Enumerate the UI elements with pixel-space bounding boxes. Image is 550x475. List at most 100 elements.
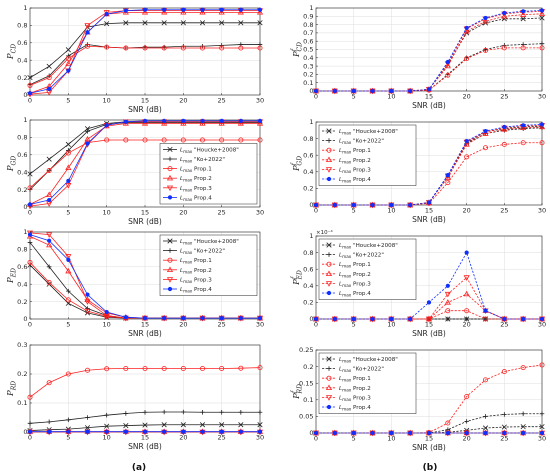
data-point — [66, 417, 71, 423]
data-point — [181, 429, 186, 434]
legend-entry: Lmax Prop.3 — [339, 395, 371, 402]
data-point — [464, 138, 469, 144]
series-6 — [27, 429, 263, 434]
data-point — [501, 141, 507, 147]
legend-entry: Lmax Prop.4 — [339, 405, 371, 412]
legend: Lmax "Houcke+2008" Lmax "Ko+2022" Lmax Pro… — [318, 124, 417, 186]
data-point — [464, 154, 470, 160]
data-point — [123, 119, 128, 124]
data-point — [65, 60, 72, 66]
data-point — [539, 424, 545, 430]
data-point — [66, 257, 71, 262]
data-point — [219, 316, 224, 321]
data-point — [482, 47, 488, 53]
data-point — [445, 308, 451, 314]
data-point — [502, 430, 507, 436]
x-tick-label: 20 — [179, 321, 187, 329]
y-tick-label: 0.4 — [303, 54, 313, 62]
data-point — [104, 137, 110, 143]
data-point — [482, 145, 488, 151]
data-point — [162, 316, 167, 321]
data-point — [408, 316, 413, 322]
x-tick-label: 25 — [218, 321, 226, 329]
legend-entry: Lmax "Ko+2022" — [180, 157, 225, 164]
legend-marker — [167, 195, 173, 200]
x-tick-label: 5 — [352, 207, 356, 215]
data-point — [521, 123, 526, 128]
panel-b2: 0 5 10 15 20 25 30 0 0.2 0.4 0.6 0.8 1 SNR (dB) PfGD Lm… — [291, 118, 547, 224]
series-3 — [27, 137, 263, 191]
data-point — [142, 20, 148, 26]
y-tick-label: 0 — [23, 203, 27, 211]
data-point — [65, 267, 72, 274]
data-point — [104, 11, 109, 17]
x-tick-label: 30 — [538, 321, 546, 329]
x-tick-label: 15 — [425, 435, 433, 443]
legend: Lmax "Houcke+2008" Lmax "Ko+2022" Lmax Pro… — [159, 234, 258, 296]
y-tick-label: 0.2 — [303, 363, 313, 371]
legend-entry: Lmax "Houcke+2008" — [339, 129, 398, 136]
x-tick-label: 10 — [387, 435, 395, 443]
panel-a3: 0 5 10 15 20 25 30 0 0.2 0.4 0.6 0.8 1 SNR (dB) PED Lma… — [6, 228, 264, 338]
data-point — [464, 316, 469, 322]
y-tick-label: 0.2 — [17, 186, 27, 194]
data-point — [27, 240, 33, 245]
y-axis-label: PCD — [6, 44, 18, 60]
y-tick-label: 0.7 — [303, 29, 313, 37]
y-tick-label: 1 — [309, 232, 313, 240]
legend-marker — [167, 146, 173, 152]
data-point — [199, 20, 206, 26]
data-point — [84, 23, 91, 29]
data-point — [445, 430, 450, 436]
legend-box — [159, 143, 258, 205]
data-point — [351, 316, 356, 322]
series-line — [29, 45, 260, 86]
x-tick-label: 30 — [256, 321, 264, 329]
data-point — [501, 45, 507, 51]
data-point — [180, 422, 186, 428]
data-point — [539, 8, 545, 13]
data-point — [46, 380, 52, 386]
legend-entry: Lmax "Houcke+2008" — [339, 243, 398, 250]
data-point — [161, 9, 168, 15]
legend-marker — [166, 174, 174, 181]
data-point — [85, 30, 90, 35]
y-axis-label: PED — [6, 268, 18, 284]
data-point — [85, 141, 90, 146]
legend-marker — [326, 242, 332, 248]
data-point — [257, 7, 263, 12]
data-point — [180, 365, 186, 371]
series-line — [29, 139, 260, 189]
data-point — [181, 7, 186, 12]
legend-marker — [325, 384, 333, 390]
data-point — [539, 362, 545, 368]
x-axis-label: SNR (dB) — [412, 215, 446, 224]
data-point — [123, 137, 129, 143]
data-point — [46, 264, 52, 270]
panel-a1: 0 5 10 15 20 25 30 0 0.2 0.4 0.6 0.8 1 SNR (dB) PCD — [6, 4, 264, 114]
panel-a4: 0 5 10 15 20 25 30 0 0.1 0.2 0.3 SNR (dB) PRD — [6, 341, 264, 451]
data-point — [444, 174, 451, 180]
data-point — [237, 120, 244, 126]
data-point — [256, 120, 264, 126]
data-point — [85, 308, 91, 314]
data-point — [104, 412, 109, 418]
data-point — [161, 422, 167, 428]
legend-entry: Lmax "Ko+2022" — [339, 139, 384, 146]
data-point — [501, 369, 507, 375]
data-point — [257, 316, 263, 321]
x-axis-label: SNR (dB) — [128, 442, 162, 451]
data-point — [426, 300, 432, 305]
data-point — [142, 118, 148, 123]
data-point — [238, 137, 244, 143]
legend: Lmax "Houcke+2008" Lmax "Ko+2022" Lmax Pro… — [159, 143, 258, 205]
data-point — [482, 130, 489, 136]
data-point — [66, 429, 71, 434]
data-point — [482, 377, 488, 383]
data-point — [200, 409, 205, 415]
data-point — [65, 183, 72, 189]
legend-entry: Lmax "Ko+2022" — [339, 367, 384, 374]
legend-entry: Lmax Prop.3 — [180, 277, 212, 284]
data-point — [520, 140, 526, 146]
